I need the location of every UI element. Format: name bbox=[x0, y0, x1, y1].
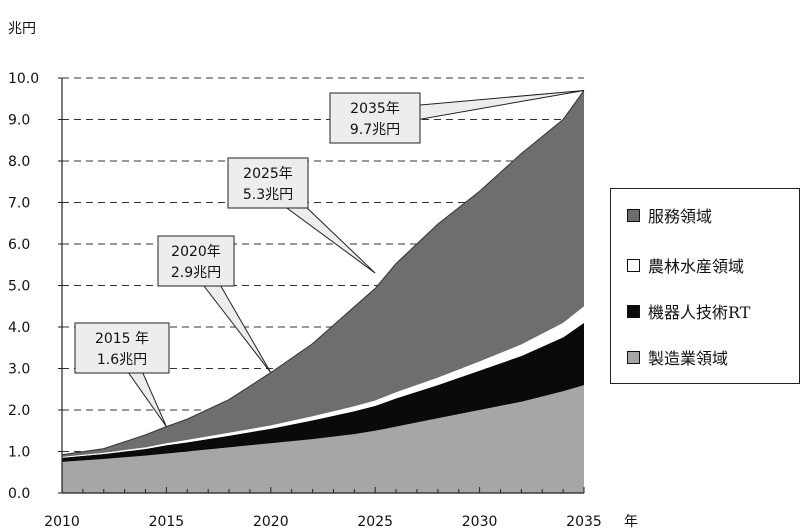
y-tick-label: 6.0 bbox=[8, 237, 30, 253]
y-tick-label: 9.0 bbox=[8, 113, 30, 129]
x-tick-label: 2035 bbox=[566, 514, 602, 530]
area-製造業領域 bbox=[62, 385, 584, 493]
callout-box bbox=[74, 322, 170, 374]
callout-value: 2.9兆円 bbox=[171, 265, 221, 281]
legend-item: 機器人技術RT bbox=[627, 301, 751, 322]
axes bbox=[58, 77, 585, 494]
y-tick-label: 1.0 bbox=[8, 445, 30, 461]
x-tick-label: 2025 bbox=[357, 514, 393, 530]
stacked-areas bbox=[61, 90, 585, 493]
legend-item: 製造業領域 bbox=[627, 347, 729, 368]
callouts: 2015 年 1.6兆円 2020年 2.9兆円 2025年 5.3兆円 2035年 9.7兆… bbox=[74, 89, 585, 427]
x-tick-label: 2015 bbox=[149, 514, 185, 530]
callout-year: 2015 年 bbox=[95, 331, 149, 347]
legend-swatch bbox=[627, 304, 640, 318]
legend-label: 服務領域 bbox=[648, 207, 713, 226]
y-tick-label: 8.0 bbox=[8, 154, 30, 170]
legend-label: 製造業領域 bbox=[648, 349, 729, 368]
y-tick-label: 0.0 bbox=[8, 486, 30, 502]
callout-value: 9.7兆円 bbox=[350, 122, 400, 138]
legend-label: 機器人技術RT bbox=[648, 303, 751, 322]
callout-value: 5.3兆円 bbox=[243, 187, 293, 203]
callout: 2035年 9.7兆円 bbox=[329, 89, 585, 144]
callout-box bbox=[329, 92, 421, 144]
legend-swatch bbox=[627, 350, 640, 364]
legend-swatch bbox=[627, 208, 640, 222]
total-outline bbox=[61, 90, 585, 456]
y-tick-label: 2.0 bbox=[8, 403, 30, 419]
legend-label: 農林水産領域 bbox=[648, 257, 745, 276]
y-unit-label: 兆円 bbox=[8, 21, 36, 37]
callout-year: 2020年 bbox=[171, 244, 221, 260]
y-tick-label: 5.0 bbox=[8, 279, 30, 295]
legend-item: 服務領域 bbox=[627, 205, 713, 226]
y-tick-label: 4.0 bbox=[8, 320, 30, 336]
callout-year: 2025年 bbox=[243, 166, 293, 182]
x-unit-label: 年 bbox=[624, 514, 638, 530]
legend-item: 農林水産領域 bbox=[627, 255, 745, 276]
callout-box bbox=[157, 235, 235, 287]
y-tick-label: 7.0 bbox=[8, 196, 30, 212]
tick-labels: 0.0 1.0 2.0 3.0 4.0 5.0 6.0 7.0 8.0 9.0 10.0 2010 20… bbox=[8, 71, 602, 530]
y-tick-label: 10.0 bbox=[8, 71, 39, 87]
x-tick-label: 2020 bbox=[253, 514, 289, 530]
callout: 2015 年 1.6兆円 bbox=[74, 322, 170, 427]
y-tick-label: 3.0 bbox=[8, 362, 30, 378]
x-tick-label: 2030 bbox=[462, 514, 498, 530]
callout-value: 1.6兆円 bbox=[97, 352, 147, 368]
callout: 2020年 2.9兆円 bbox=[157, 235, 272, 373]
callout-year: 2035年 bbox=[350, 101, 400, 117]
legend: 服務領域農林水産領域 機器人技術RT 製造業領域 bbox=[610, 188, 800, 384]
area-服務領域 bbox=[62, 90, 584, 457]
legend-swatch bbox=[627, 258, 640, 272]
area-機器人技術RT bbox=[62, 322, 584, 462]
x-tick-label: 2010 bbox=[44, 514, 80, 530]
callout-box bbox=[227, 157, 309, 209]
callout: 2025年 5.3兆円 bbox=[227, 157, 376, 274]
